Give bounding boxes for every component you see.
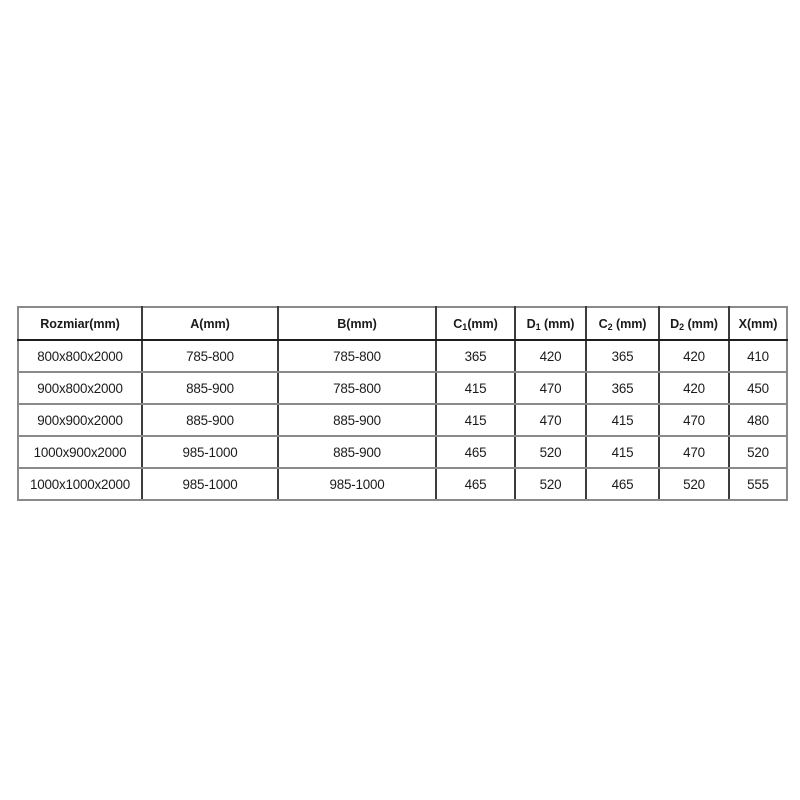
- cell-c2: 365: [585, 340, 660, 373]
- cell-a: 785-800: [141, 340, 279, 373]
- cell-d1: 520: [514, 468, 587, 501]
- column-header-d2-sub: 2: [679, 321, 685, 332]
- column-header-b-unit: (mm): [346, 316, 377, 331]
- column-header-d1-base: D: [526, 316, 536, 331]
- cell-c2: 415: [585, 404, 660, 437]
- cell-c2: 465: [585, 468, 660, 501]
- column-header-b-base: B: [337, 316, 347, 331]
- cell-b: 785-800: [277, 340, 437, 373]
- column-header-rozmiar-unit: (mm): [89, 316, 120, 331]
- table-row: 900x900x2000 885-900 885-900 415 470 415…: [17, 404, 788, 437]
- table-row: 800x800x2000 785-800 785-800 365 420 365…: [17, 340, 788, 373]
- column-header-rozmiar-base: Rozmiar: [40, 316, 90, 331]
- cell-b: 885-900: [277, 436, 437, 469]
- cell-x: 480: [728, 404, 788, 437]
- column-header-d2: D2 (mm): [658, 306, 730, 341]
- table-header-row: Rozmiar(mm) A(mm) B(mm) C1(mm) D1 (mm): [17, 306, 788, 341]
- column-header-d2-unit: (mm): [684, 316, 719, 331]
- cell-d2: 420: [658, 340, 730, 373]
- column-header-x: X(mm): [728, 306, 788, 341]
- cell-c1: 415: [435, 404, 516, 437]
- cell-d1: 470: [514, 404, 587, 437]
- cell-a: 885-900: [141, 372, 279, 405]
- cell-a: 985-1000: [141, 468, 279, 501]
- cell-c1: 465: [435, 468, 516, 501]
- cell-a: 985-1000: [141, 436, 279, 469]
- table-row: 900x800x2000 885-900 785-800 415 470 365…: [17, 372, 788, 405]
- cell-d2: 470: [658, 404, 730, 437]
- cell-b: 785-800: [277, 372, 437, 405]
- cell-size: 900x800x2000: [17, 372, 143, 405]
- column-header-c1: C1(mm): [435, 306, 516, 341]
- cell-size: 1000x1000x2000: [17, 468, 143, 501]
- table-row: 1000x1000x2000 985-1000 985-1000 465 520…: [17, 468, 788, 501]
- column-header-x-base: X: [738, 316, 747, 331]
- cell-c1: 415: [435, 372, 516, 405]
- column-header-c2-unit: (mm): [612, 316, 647, 331]
- column-header-x-unit: (mm): [746, 316, 778, 331]
- cell-size: 900x900x2000: [17, 404, 143, 437]
- table-row: 1000x900x2000 985-1000 885-900 465 520 4…: [17, 436, 788, 469]
- column-header-c2-sub: 2: [607, 321, 613, 332]
- cell-c1: 465: [435, 436, 516, 469]
- column-header-a: A(mm): [141, 306, 279, 341]
- column-header-c2: C2 (mm): [585, 306, 660, 341]
- cell-x: 450: [728, 372, 788, 405]
- cell-size: 1000x900x2000: [17, 436, 143, 469]
- cell-d1: 420: [514, 340, 587, 373]
- cell-d2: 420: [658, 372, 730, 405]
- cell-x: 410: [728, 340, 788, 373]
- column-header-c2-base: C: [598, 316, 608, 331]
- cell-c2: 365: [585, 372, 660, 405]
- table-body: 800x800x2000 785-800 785-800 365 420 365…: [17, 340, 788, 501]
- table-header: Rozmiar(mm) A(mm) B(mm) C1(mm) D1 (mm): [17, 306, 788, 341]
- dimension-spec-table: Rozmiar(mm) A(mm) B(mm) C1(mm) D1 (mm): [17, 306, 788, 501]
- column-header-b: B(mm): [277, 306, 437, 341]
- cell-d2: 470: [658, 436, 730, 469]
- column-header-rozmiar: Rozmiar(mm): [17, 306, 143, 341]
- cell-x: 555: [728, 468, 788, 501]
- column-header-d2-base: D: [670, 316, 680, 331]
- cell-b: 885-900: [277, 404, 437, 437]
- cell-c2: 415: [585, 436, 660, 469]
- cell-a: 885-900: [141, 404, 279, 437]
- cell-d1: 520: [514, 436, 587, 469]
- column-header-d1: D1 (mm): [514, 306, 587, 341]
- cell-c1: 365: [435, 340, 516, 373]
- column-header-c1-base: C: [453, 316, 463, 331]
- column-header-a-unit: (mm): [199, 316, 230, 331]
- column-header-d1-unit: (mm): [540, 316, 575, 331]
- column-header-d1-sub: 1: [535, 321, 541, 332]
- spec-table-container: Rozmiar(mm) A(mm) B(mm) C1(mm) D1 (mm): [17, 306, 788, 501]
- cell-d1: 470: [514, 372, 587, 405]
- column-header-c1-unit: (mm): [467, 316, 498, 331]
- column-header-a-base: A: [190, 316, 200, 331]
- cell-d2: 520: [658, 468, 730, 501]
- cell-x: 520: [728, 436, 788, 469]
- cell-b: 985-1000: [277, 468, 437, 501]
- column-header-c1-sub: 1: [462, 321, 468, 332]
- cell-size: 800x800x2000: [17, 340, 143, 373]
